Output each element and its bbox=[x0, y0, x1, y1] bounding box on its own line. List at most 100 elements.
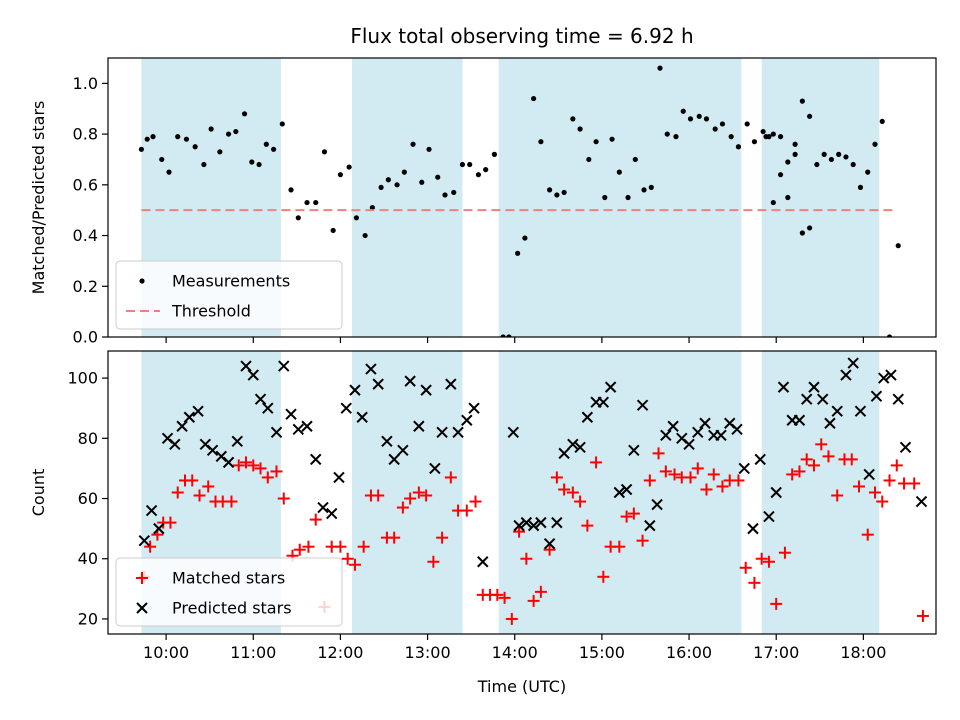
predicted-stars-point bbox=[527, 519, 540, 532]
predicted-stars-point bbox=[754, 453, 766, 466]
matched-stars-point bbox=[613, 540, 626, 553]
predicted-stars-point bbox=[824, 417, 836, 429]
y-tick-label: 0.8 bbox=[73, 125, 98, 144]
measurements-point bbox=[208, 126, 214, 132]
matched-stars-point bbox=[171, 486, 184, 499]
predicted-stars-point bbox=[192, 405, 204, 417]
count-panel: 20 40 60 80 100 10:00 11:00 12:00 13:00 14:00 15:0… bbox=[29, 350, 937, 662]
predicted-stars-point bbox=[372, 378, 384, 390]
matched-stars-point bbox=[164, 516, 177, 529]
predicted-stars-point bbox=[892, 393, 904, 405]
predicted-stars-point bbox=[840, 369, 852, 381]
measurements-point bbox=[419, 179, 425, 185]
measurements-point bbox=[475, 172, 482, 178]
predicted-stars-point bbox=[206, 444, 219, 457]
measurements-point bbox=[225, 131, 232, 137]
observing-interval-4 bbox=[761, 351, 880, 634]
measurements-point bbox=[785, 159, 791, 165]
measurements-point bbox=[442, 192, 448, 198]
predicted-stars-point bbox=[581, 411, 594, 423]
predicted-stars-point bbox=[793, 414, 806, 426]
predicted-stars-point bbox=[808, 381, 820, 393]
measurements-point bbox=[192, 144, 198, 150]
predicted-stars-point bbox=[715, 429, 727, 442]
predicted-stars-point bbox=[365, 363, 377, 375]
measurements-point bbox=[850, 161, 856, 168]
matched-stars-point bbox=[815, 438, 828, 451]
matched-stars-point bbox=[309, 513, 322, 526]
matched-stars-point bbox=[254, 462, 267, 475]
legend-label: Predicted stars bbox=[172, 599, 292, 618]
matched-stars-point bbox=[543, 543, 556, 556]
measurements-point bbox=[378, 184, 384, 190]
predicted-stars-point bbox=[325, 507, 338, 520]
measurements-point bbox=[241, 111, 248, 117]
y-tick-label: 60 bbox=[78, 489, 98, 508]
matched-stars-point bbox=[427, 555, 440, 568]
x-tick-label: 11:00 bbox=[230, 643, 276, 662]
matched-stars-point bbox=[755, 552, 768, 565]
matched-stars-point bbox=[916, 609, 929, 622]
measurements-point bbox=[249, 159, 255, 165]
matched-stars-point bbox=[232, 459, 245, 472]
measurements-point bbox=[313, 199, 319, 206]
measurements-point bbox=[271, 146, 277, 152]
matched-stars-point bbox=[707, 468, 720, 481]
matched-stars-point bbox=[566, 486, 579, 499]
measurements-point bbox=[500, 334, 506, 337]
predicted-stars-point bbox=[145, 504, 158, 517]
predicted-stars-point bbox=[777, 381, 790, 393]
predicted-stars-point bbox=[429, 462, 441, 475]
ratio-y-axis-label: Matched/Predicted stars bbox=[29, 101, 48, 295]
measurements-point bbox=[522, 235, 528, 241]
ratio-axes-frame bbox=[107, 57, 937, 338]
measurements-point bbox=[687, 116, 694, 122]
measurements-point bbox=[770, 199, 776, 206]
predicted-stars-point bbox=[574, 441, 586, 454]
matched-stars-point bbox=[436, 531, 449, 544]
y-tick-label: 80 bbox=[78, 429, 98, 448]
measurements-point bbox=[664, 131, 670, 137]
predicted-stars-point bbox=[604, 381, 617, 393]
matched-stars-point bbox=[574, 495, 587, 508]
measurements-point bbox=[321, 149, 328, 155]
measurements-point bbox=[857, 184, 864, 190]
measurements-point bbox=[895, 243, 901, 249]
predicted-stars-point bbox=[477, 556, 489, 568]
matched-stars-point bbox=[404, 492, 417, 505]
matched-stars-point bbox=[770, 597, 783, 610]
predicted-stars-point bbox=[247, 369, 259, 381]
matched-stars-point bbox=[193, 489, 206, 502]
measurements-point bbox=[751, 139, 758, 145]
measurements-point bbox=[561, 189, 567, 196]
measurements-point bbox=[531, 95, 537, 102]
matched-stars-point bbox=[597, 570, 610, 583]
legend-swatch bbox=[139, 278, 145, 284]
legend-swatch bbox=[136, 572, 148, 584]
matched-stars-point bbox=[643, 474, 656, 487]
predicted-stars-point bbox=[169, 438, 181, 451]
predicted-stars-point bbox=[651, 498, 663, 511]
predicted-stars-point bbox=[667, 420, 679, 432]
count-y-axis-label: Count bbox=[29, 469, 48, 517]
predicted-stars-point bbox=[270, 426, 283, 438]
predicted-stars-point bbox=[738, 462, 750, 475]
measurements-point bbox=[836, 151, 842, 157]
predicted-stars-point bbox=[301, 420, 313, 432]
measurements-point bbox=[554, 192, 560, 198]
matched-stars-point bbox=[491, 588, 504, 601]
measurements-point bbox=[609, 136, 615, 142]
predicted-stars-point bbox=[816, 393, 829, 405]
predicted-stars-point bbox=[452, 426, 464, 438]
matched-stars-point bbox=[293, 543, 306, 556]
matched-stars-point bbox=[277, 492, 290, 505]
x-axis-label: Time (UTC) bbox=[477, 677, 566, 696]
measurements-point bbox=[150, 134, 156, 140]
x-tick-label: 15:00 bbox=[579, 643, 625, 662]
count-legend: Matched stars Predicted stars bbox=[115, 557, 343, 627]
measurements-point bbox=[159, 156, 165, 163]
matched-stars-point bbox=[876, 495, 889, 508]
matched-stars-point bbox=[357, 540, 370, 553]
predicted-stars-point bbox=[461, 414, 473, 426]
predicted-stars-point bbox=[644, 519, 656, 532]
